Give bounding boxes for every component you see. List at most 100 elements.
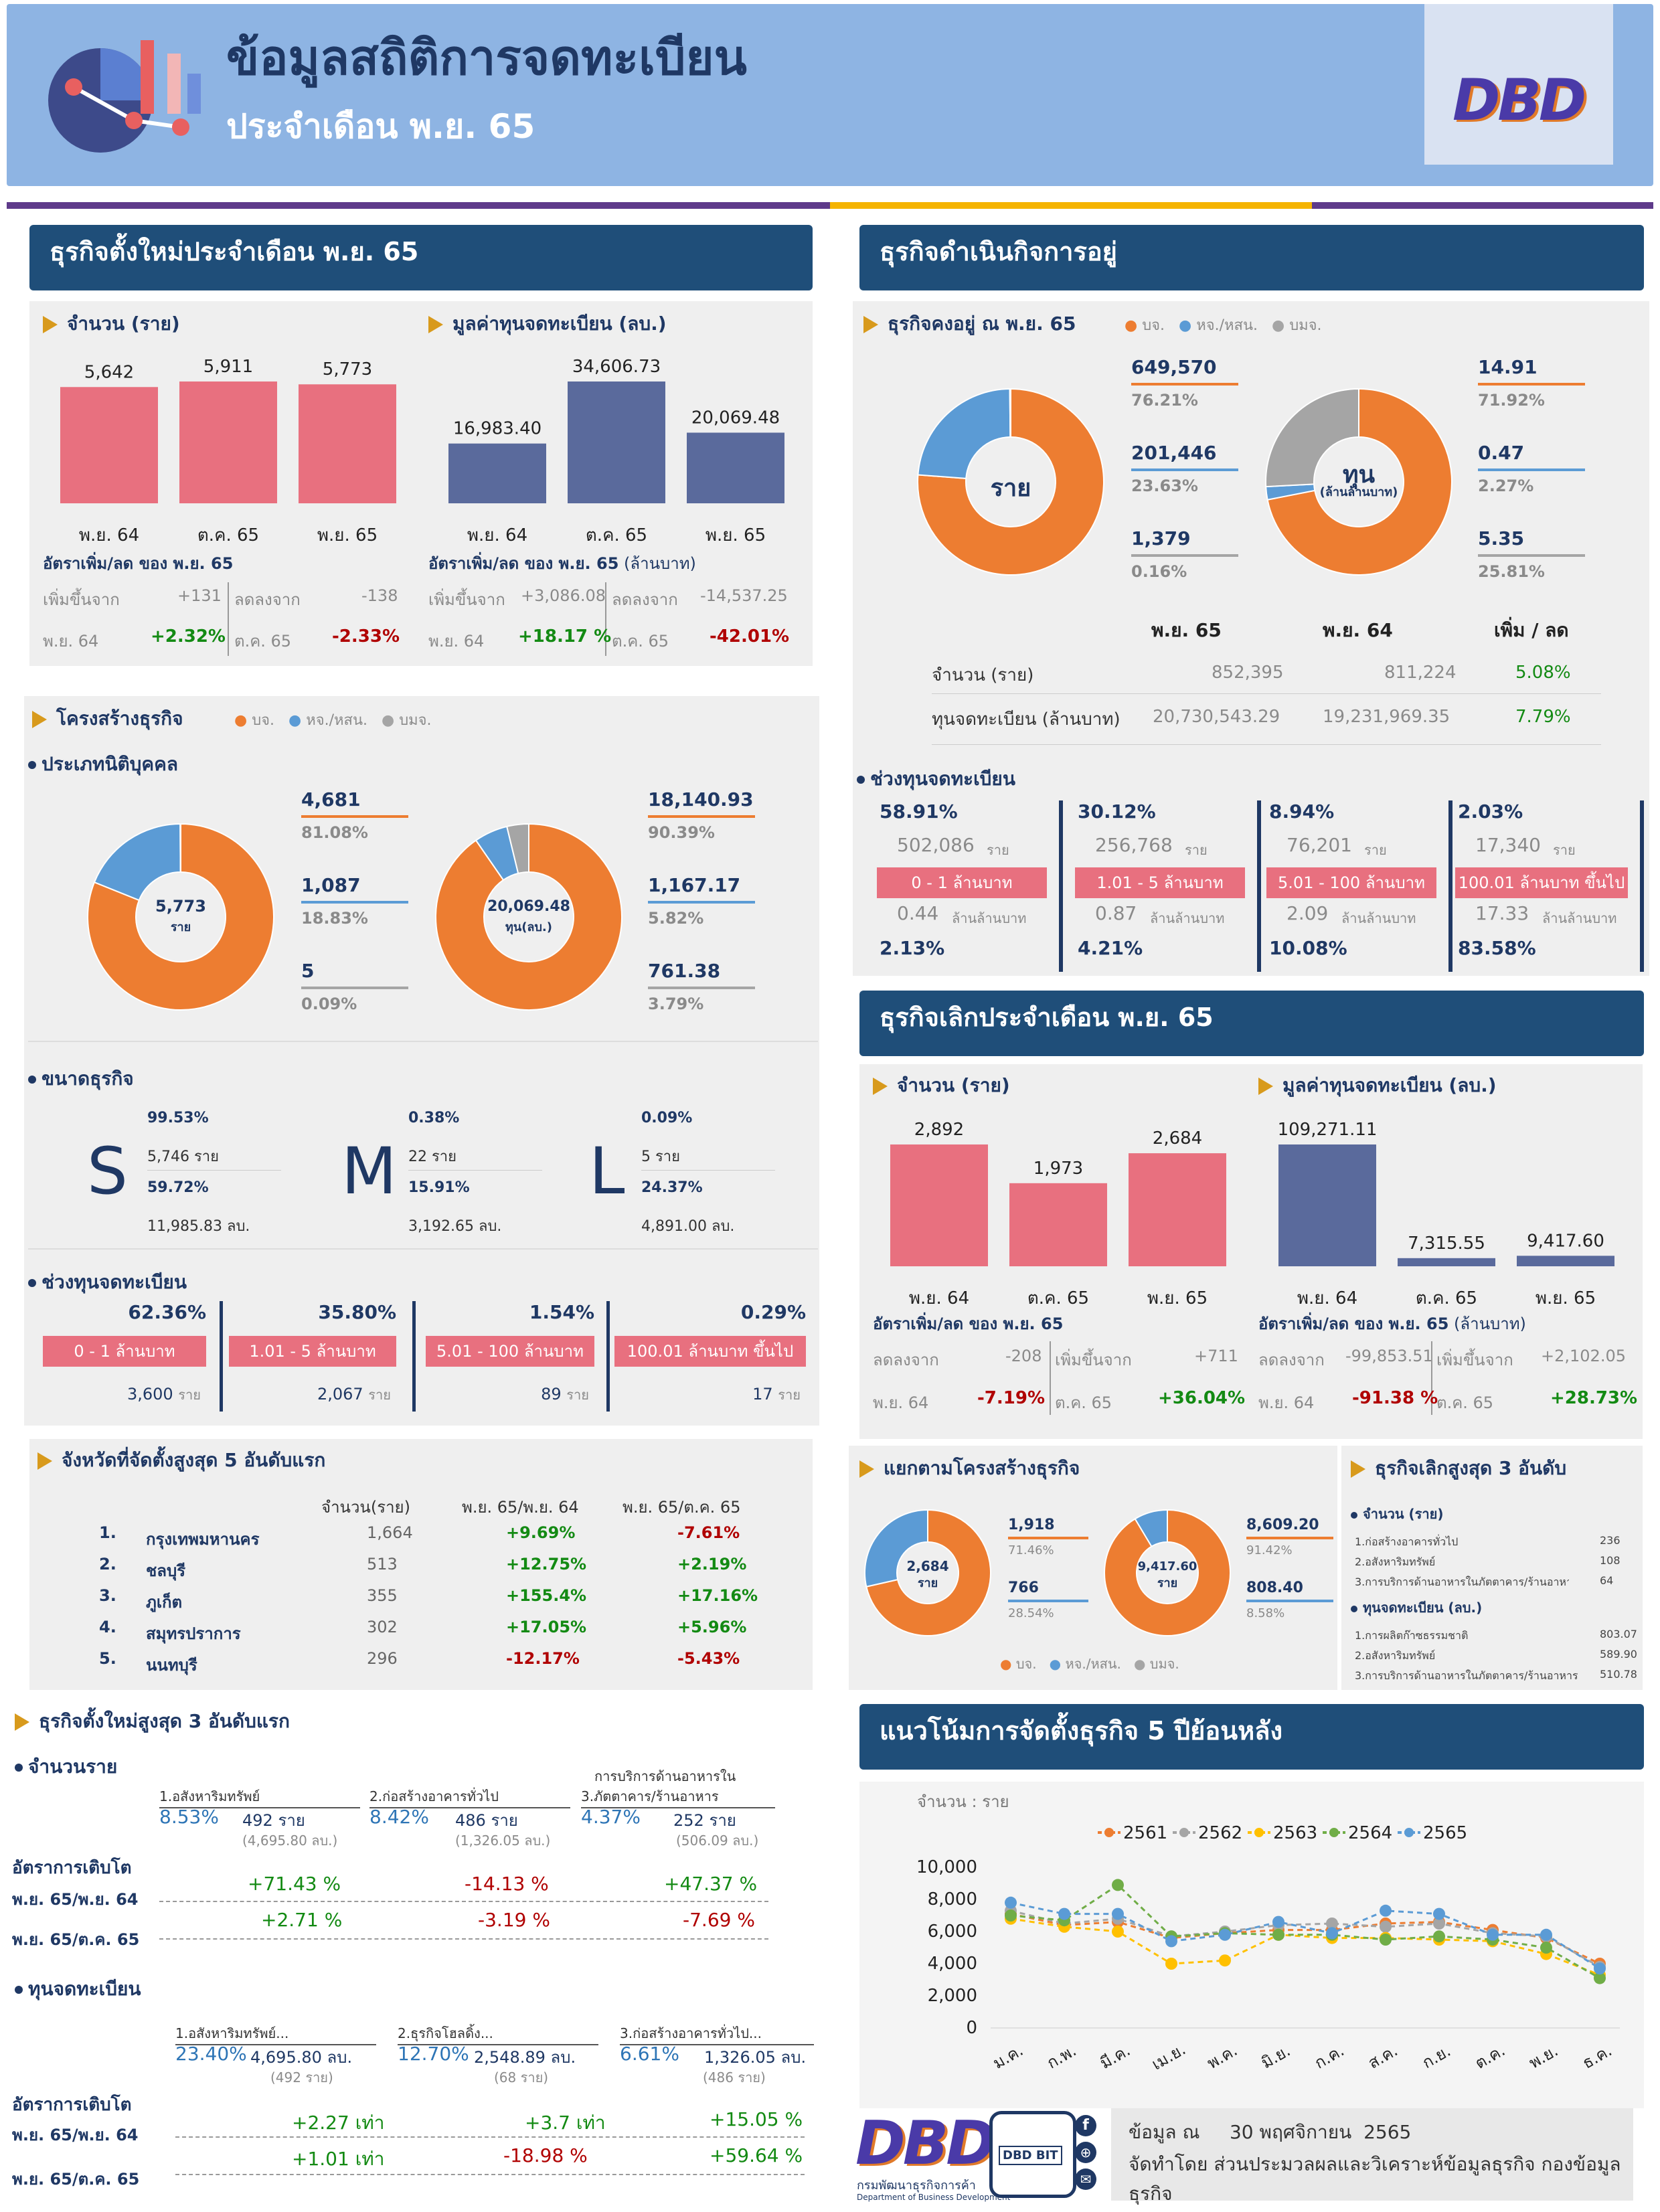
section-divider xyxy=(28,1041,818,1042)
data-point xyxy=(1594,1972,1606,1984)
legend-marker xyxy=(1179,1828,1189,1837)
donut-slice xyxy=(93,823,181,902)
header-banner xyxy=(7,4,1653,186)
page-subtitle: ประจำเดือน พ.ย. 65 xyxy=(226,107,535,146)
pct-label: 81.08% xyxy=(301,823,368,842)
twitter-icon[interactable]: ✉ xyxy=(1075,2168,1096,2190)
size-cap-pct: 59.72% xyxy=(147,1179,209,1196)
operating-sub: ธุรกิจคงอยู่ ณ พ.ย. 65 xyxy=(863,309,1076,339)
size-count-pct: 0.38% xyxy=(408,1110,460,1126)
bullet-icon xyxy=(28,1279,36,1287)
legend-dot-icon: ● xyxy=(1049,1656,1062,1672)
range-count-value: 3,600 xyxy=(127,1385,173,1403)
top3-item2-g1: -14.13 % xyxy=(465,1873,549,1895)
legend-dot-icon: ● xyxy=(1000,1656,1012,1672)
op-range-cap-pct: 83.58% xyxy=(1458,937,1536,959)
legend-dot-icon: ● xyxy=(1179,317,1192,334)
data-point xyxy=(1380,1934,1392,1946)
op-range-count: 17,340 xyxy=(1475,834,1541,856)
range-pct: 62.36% xyxy=(128,1301,206,1323)
series-line xyxy=(1246,1600,1333,1602)
op-range-cap-unit: ล้านล้านบาท xyxy=(1150,910,1225,926)
category-label: ต.ค. 65 xyxy=(197,525,259,545)
data-point xyxy=(1272,1916,1284,1928)
op-range-count-unit: ราย xyxy=(1553,842,1576,858)
triangle-icon xyxy=(873,1078,888,1095)
legend-label: บจ. xyxy=(1015,1656,1037,1672)
range-divider xyxy=(606,1301,610,1412)
data-point xyxy=(1433,1918,1445,1930)
op-range-label: 1.01 - 5 ล้านบาท xyxy=(1075,867,1245,898)
value-label: 808.40 xyxy=(1246,1580,1303,1596)
data-point xyxy=(1433,1907,1445,1920)
range-item-3: 1.54% 5.01 - 100 ล้านบาท 89 ราย xyxy=(426,1301,594,1415)
closed-c-inc-value: +711 xyxy=(1194,1347,1238,1365)
closed-k-inc-label: เพิ่มขึ้นจาก xyxy=(1436,1351,1513,1369)
op-range-pct: 30.12% xyxy=(1078,800,1156,823)
new-count-title-text: จำนวน (ราย) xyxy=(67,313,180,335)
province-count: 355 xyxy=(367,1586,398,1605)
closed-capital-rate-unit: (ล้านบาท) xyxy=(1454,1314,1526,1333)
header-divider-gold xyxy=(830,202,1312,209)
donut-slice xyxy=(917,388,1011,479)
closed-count-bar-chart: 2,892 พ.ย. 64 1,973 ต.ค. 65 2,684 พ.ย. 65 xyxy=(890,1120,1226,1308)
legend-label: บจ. xyxy=(1142,317,1165,334)
triangle-icon xyxy=(863,316,878,333)
closed-top3-cap-name: 2.อสังหาริมทรัพย์ xyxy=(1355,1649,1436,1662)
legend-label: บจ. xyxy=(252,712,275,729)
range-label: 100.01 ล้านบาท ขึ้นไป xyxy=(614,1336,806,1367)
province-count: 1,664 xyxy=(367,1523,413,1542)
closed-c-dec-label: ลดลงจาก xyxy=(873,1351,939,1369)
y-tick-label: 10,000 xyxy=(916,1857,977,1877)
x-tick-label: พ.ค. xyxy=(1204,2041,1241,2073)
trend-panel xyxy=(859,1782,1644,2108)
closed-top3-count-name: 1.ก่อสร้างอาคารทั่วไป xyxy=(1355,1535,1459,1548)
range-count: 2,067 ราย xyxy=(317,1384,391,1406)
province-name: กรุงเทพมหานคร xyxy=(146,1530,260,1549)
pct-label: 23.63% xyxy=(1131,477,1198,495)
op-range-cap-unit: ล้านล้านบาท xyxy=(1542,910,1617,926)
range-count-unit: ราย xyxy=(368,1387,391,1403)
structure-capital-donut xyxy=(435,823,622,1011)
data-point xyxy=(1540,1942,1552,1954)
series-line xyxy=(1008,1537,1088,1539)
province-yoy: +9.69% xyxy=(506,1523,576,1542)
facebook-icon[interactable]: f xyxy=(1075,2115,1096,2136)
new-biz-header: ธุรกิจตั้งใหม่ประจำเดือน พ.ย. 65 xyxy=(29,225,813,290)
data-point xyxy=(1326,1927,1338,1940)
web-icon[interactable]: ⊕ xyxy=(1075,2142,1096,2163)
legend-label: บมจ. xyxy=(1289,317,1322,334)
series-line xyxy=(1010,1909,1600,1968)
top3-item3-value: 252 ราย xyxy=(673,1811,736,1830)
category-label: ต.ค. 65 xyxy=(1416,1288,1477,1308)
header-divider-purple2 xyxy=(1312,202,1653,209)
value-label: 0.47 xyxy=(1478,442,1525,464)
op-range-cap-pct: 4.21% xyxy=(1078,937,1143,959)
top3-item3-cap: (506.09 ลบ.) xyxy=(676,1833,759,1849)
top3-item1-value: 492 ราย xyxy=(242,1811,305,1830)
divider xyxy=(228,582,229,656)
legend-dot-icon: ● xyxy=(234,712,248,729)
province-mom: -7.61% xyxy=(677,1523,740,1542)
new-count-title: จำนวน (ราย) xyxy=(43,309,180,339)
closed-struct-panel xyxy=(849,1446,1337,1690)
dbd-logo: DBD xyxy=(1452,67,1586,134)
province-count: 302 xyxy=(367,1618,398,1636)
operating-col-3: เพิ่ม / ลด xyxy=(1494,619,1569,641)
new-count-inc-label: เพิ่มขึ้นจาก xyxy=(43,590,120,609)
range-count-value: 89 xyxy=(541,1385,562,1403)
structure-cap-values: 18,140.93 90.39% 1,167.17 5.82% 761.38 3… xyxy=(648,788,755,1016)
top3-item1-g2: +2.71 % xyxy=(261,1909,343,1931)
structure-title: โครงสร้างธุรกิจ xyxy=(32,704,183,734)
closed-count-donut xyxy=(864,1509,991,1636)
closed-d1-center: 2,684 xyxy=(906,1558,949,1574)
footer-logo-sub2: Department of Business Development xyxy=(857,2193,1011,2202)
operating-donut2-center-sub: (ล้านล้านบาท) xyxy=(1319,485,1398,499)
operating-row1-v2: 811,224 xyxy=(1384,663,1457,683)
footer-dbd-logo: DBD xyxy=(855,2108,996,2179)
bullet-icon xyxy=(28,761,36,769)
size-m: M 0.38% 22 ราย 15.91% 3,192.65 ลบ. xyxy=(341,1104,542,1238)
closed-k-p2: ต.ค. 65 xyxy=(1436,1393,1494,1412)
category-label: พ.ย. 65 xyxy=(317,525,378,545)
data-point xyxy=(1219,1928,1231,1941)
